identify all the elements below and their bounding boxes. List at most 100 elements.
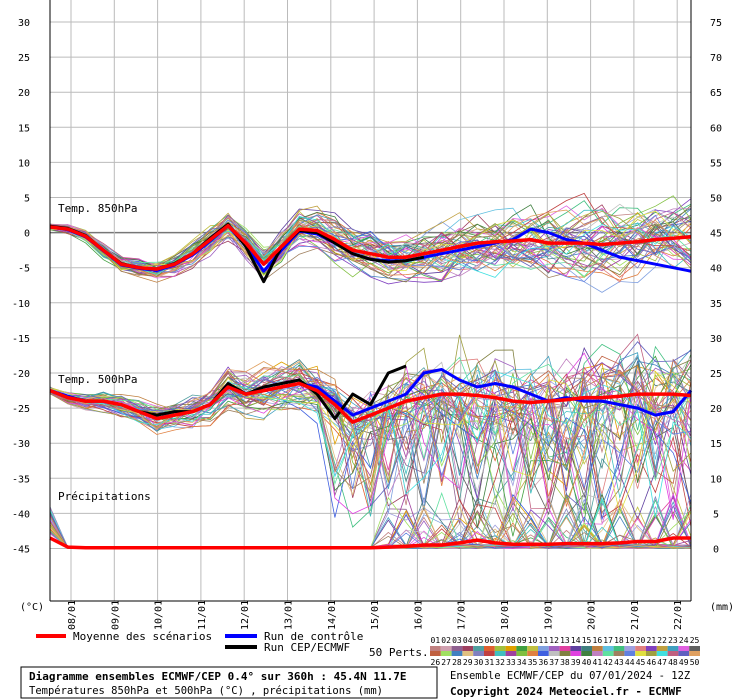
perturbation-swatches: 01 02 03 04 05 06 07 08 09 10 11 12 13 14 15 16 17 18 19 20…: [430, 636, 700, 667]
right-tick-label: 30: [710, 334, 722, 345]
pert-swatch: [689, 646, 700, 651]
pert-label: 40: [582, 658, 592, 667]
right-tick-label: 5: [713, 509, 719, 520]
x-tick-label: 10/01: [154, 600, 165, 630]
pert-label: 42: [603, 658, 613, 667]
pert-label: 37: [549, 658, 559, 667]
ensemble-line-t850: [49, 209, 692, 278]
right-tick-label: 70: [710, 53, 722, 64]
ensemble-line-t850: [49, 216, 692, 281]
right-unit-label: (mm): [710, 602, 734, 613]
x-tick-label: 12/01: [240, 600, 251, 630]
pert-swatch: [473, 651, 484, 656]
pert-label: 17: [603, 636, 613, 645]
left-tick-label: -45: [12, 545, 30, 556]
pert-swatch: [430, 646, 441, 651]
x-tick-label: 18/01: [500, 600, 511, 630]
pert-label: 32: [495, 658, 505, 667]
pert-swatch: [527, 651, 538, 656]
panel-label-t850: Temp. 850hPa: [58, 202, 137, 215]
pert-swatch: [559, 646, 571, 651]
ensemble-line-t850: [49, 226, 692, 274]
pert-swatch: [505, 646, 517, 651]
pert-swatch: [505, 651, 517, 656]
left-tick-label: 0: [24, 229, 30, 240]
pert-label: 47: [657, 658, 667, 667]
pert-label: 30: [474, 658, 484, 667]
left-unit-label: (°C): [20, 602, 44, 613]
pert-label: 10: [528, 636, 538, 645]
left-tick-label: -20: [12, 369, 30, 380]
pert-label: 44: [625, 658, 635, 667]
left-tick-label: -30: [12, 439, 30, 450]
pert-swatch: [646, 651, 657, 656]
pert-swatch: [624, 651, 636, 656]
left-tick-label: 20: [18, 88, 30, 99]
pert-label: 08: [506, 636, 516, 645]
pert-label: 07: [495, 636, 505, 645]
x-tick-label: 11/01: [197, 600, 208, 630]
pert-label: 19: [625, 636, 635, 645]
pert-label: 09: [517, 636, 527, 645]
ensemble-line-t500: [49, 334, 692, 483]
pert-swatch: [548, 646, 560, 651]
info-title: Diagramme ensembles ECMWF/CEP 0.4° sur 3…: [29, 670, 407, 683]
pert-swatch: [462, 646, 474, 651]
pert-swatch: [559, 651, 571, 656]
pert-label: 02: [441, 636, 451, 645]
x-tick-label: 21/01: [630, 600, 641, 630]
x-tick-label: 09/01: [110, 600, 121, 630]
ensemble-line-t500: [49, 360, 692, 499]
left-tick-label: -25: [12, 404, 30, 415]
pert-label: 15: [582, 636, 592, 645]
pert-swatch: [516, 651, 528, 656]
info-subtitle: Températures 850hPa et 500hPa (°C) , pré…: [29, 685, 383, 697]
legend: Moyenne des scénarios Run de contrôle Ru…: [36, 630, 700, 667]
pert-swatch: [678, 646, 690, 651]
pert-swatch: [538, 651, 549, 656]
ensemble-line-t850: [49, 210, 692, 269]
pert-label: 43: [614, 658, 624, 667]
pert-label: 11: [539, 636, 549, 645]
pert-label: 34: [517, 658, 527, 667]
ensemble-line-t500: [49, 358, 692, 507]
pert-label: 39: [571, 658, 581, 667]
right-tick-label: 55: [710, 158, 722, 169]
pert-label: 01: [431, 636, 441, 645]
right-tick-label: 50: [710, 194, 722, 205]
pert-label: 12: [549, 636, 559, 645]
pert-label: 49: [679, 658, 689, 667]
pert-swatch: [613, 646, 625, 651]
pert-swatch: [494, 646, 506, 651]
pert-label: 38: [560, 658, 570, 667]
pert-swatch: [494, 651, 506, 656]
pert-swatch: [613, 651, 625, 656]
pert-swatch: [656, 646, 668, 651]
left-tick-label: 5: [24, 194, 30, 205]
right-tick-label: 40: [710, 264, 722, 275]
left-tick-label: 25: [18, 53, 30, 64]
panel-label-t500: Temp. 500hPa: [58, 373, 137, 386]
pert-label: 03: [452, 636, 462, 645]
pert-swatch: [592, 651, 603, 656]
left-tick-label: -35: [12, 474, 30, 485]
right-tick-label: 45: [710, 229, 722, 240]
x-tick-label: 19/01: [543, 600, 554, 630]
pert-label: 20: [636, 636, 646, 645]
pert-label: 36: [539, 658, 549, 667]
x-tick-label: 08/01: [67, 600, 78, 630]
legend-perts-label: 50 Perts.: [369, 646, 429, 659]
pert-swatch: [451, 651, 463, 656]
pert-swatch: [548, 651, 560, 656]
main-series: [49, 222, 693, 550]
pert-label: 35: [528, 658, 538, 667]
right-tick-label: 0: [713, 545, 719, 556]
right-tick-label: 15: [710, 439, 722, 450]
pert-swatch: [570, 646, 582, 651]
x-tick-label: 20/01: [587, 600, 598, 630]
pert-swatch: [602, 651, 614, 656]
left-tick-label: 15: [18, 123, 30, 134]
x-tick-label: 14/01: [327, 600, 338, 630]
